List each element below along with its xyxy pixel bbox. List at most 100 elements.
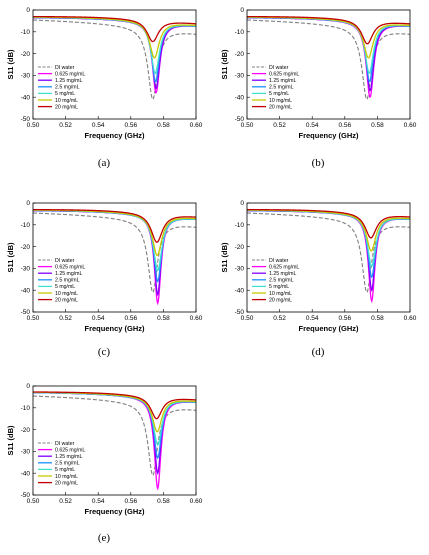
x-tick-label: 0.52 (59, 315, 72, 322)
legend-label-6: 10 mg/mL (55, 98, 78, 104)
y-tick-label-min: -50 (21, 492, 31, 499)
x-tick-label: 0.52 (59, 498, 72, 505)
series-line-1 (32, 395, 197, 477)
x-axis-label: Frequency (GHz) (298, 324, 359, 333)
legend-label-3: 1.25 mg/mL (55, 78, 83, 84)
plot-frame (246, 202, 411, 313)
chart-panel-2: 0 -10 -20 -30 -40 -500.50 0.52 0.54 0.56 0.58 0.60… (220, 7, 417, 169)
y-tick-label: -30 (235, 73, 245, 80)
legend-label-1: DI water (55, 441, 75, 447)
x-axis-label: Frequency (GHz) (84, 324, 145, 333)
legend-label-3: 1.25 mg/mL (55, 271, 83, 277)
plot-frame (32, 202, 197, 313)
y-tick-label: -30 (235, 266, 245, 273)
legend-label-6: 10 mg/mL (55, 474, 78, 480)
x-tick-label: 0.58 (157, 498, 170, 505)
y-tick-label: -40 (235, 94, 245, 101)
y-tick-label: 0 (240, 7, 244, 14)
panel-caption: (d) (312, 346, 325, 358)
y-axis-label: S11 (dB) (6, 425, 15, 456)
panel-caption: (b) (312, 157, 325, 169)
legend-label-1: DI water (269, 258, 289, 264)
y-tick-label: 0 (26, 383, 30, 390)
y-tick-label: -20 (235, 244, 245, 251)
x-tick-label: 0.60 (190, 315, 203, 322)
x-tick-label: 0.58 (157, 122, 170, 129)
legend-label-6: 10 mg/mL (269, 291, 292, 297)
y-axis-label: S11 (dB) (6, 242, 15, 273)
legend-label-6: 10 mg/mL (55, 291, 78, 297)
legend-label-1: DI water (269, 65, 289, 71)
x-axis-label: Frequency (GHz) (84, 507, 145, 516)
series-line-7 (33, 391, 197, 420)
series-line-1 (32, 212, 197, 294)
x-tick-label: 0.60 (404, 315, 417, 322)
legend-label-2: 0.625 mg/mL (55, 71, 85, 77)
x-tick-label: 0.54 (306, 122, 319, 129)
y-tick-label: -40 (21, 94, 31, 101)
x-tick-label: 0.56 (338, 122, 351, 129)
y-tick-label: -20 (235, 51, 245, 58)
y-tick-label: -10 (21, 222, 31, 229)
x-tick-label: 0.56 (124, 122, 137, 129)
y-tick-label: -40 (21, 470, 31, 477)
x-tick-label: 0.60 (404, 122, 417, 129)
x-tick-label: 0.52 (59, 122, 72, 129)
series-line-1 (246, 19, 411, 101)
y-tick-label: 0 (26, 200, 30, 207)
y-axis-label: S11 (dB) (220, 49, 229, 80)
y-tick-label: 0 (240, 200, 244, 207)
chart-panel-4: 0 -10 -20 -30 -40 -500.50 0.52 0.54 0.56 0.58 0.60… (220, 200, 417, 358)
legend-label-4: 2.5 mg/mL (55, 278, 80, 284)
y-tick-label: -10 (235, 29, 245, 36)
series-line-6 (32, 209, 197, 257)
legend-label-4: 2.5 mg/mL (55, 85, 80, 91)
series-line-7 (247, 208, 411, 239)
series-line-6 (247, 16, 411, 59)
chart-panel-1: 0 -10 -20 -30 -40 -500.50 0.52 0.54 0.56 0.58 0.60… (6, 7, 203, 169)
panel-caption: (a) (98, 157, 111, 169)
legend-label-4: 2.5 mg/mL (55, 461, 80, 467)
legend-label-1: DI water (55, 65, 75, 71)
y-tick-label: -30 (21, 266, 31, 273)
x-tick-label: 0.56 (124, 315, 137, 322)
panel-caption: (c) (98, 346, 111, 358)
series-line-6 (246, 209, 411, 252)
x-tick-label: 0.58 (157, 315, 170, 322)
x-tick-label: 0.60 (190, 122, 203, 129)
series-line-7 (247, 15, 411, 45)
y-tick-label: -10 (21, 405, 31, 412)
x-tick-label: 0.60 (190, 498, 203, 505)
legend-label-2: 0.625 mg/mL (55, 264, 85, 270)
legend-label-5: 5 mg/mL (269, 91, 289, 97)
x-tick-label: 0.54 (306, 315, 319, 322)
x-axis-label: Frequency (GHz) (84, 131, 145, 140)
plot-frame (32, 385, 197, 496)
series-line-1 (246, 212, 411, 294)
legend-label-3: 1.25 mg/mL (269, 271, 297, 277)
legend-label-7: 20 mg/mL (269, 297, 292, 303)
legend-label-6: 10 mg/mL (269, 98, 292, 104)
y-tick-label: -10 (235, 222, 245, 229)
legend-label-5: 5 mg/mL (269, 284, 289, 290)
plot-frame (32, 9, 197, 120)
series-line-7 (33, 208, 197, 243)
y-axis-label: S11 (dB) (220, 242, 229, 273)
panel-caption: (e) (98, 532, 111, 544)
legend-label-5: 5 mg/mL (55, 91, 75, 97)
x-tick-label: 0.58 (371, 122, 384, 129)
legend-label-2: 0.625 mg/mL (269, 71, 299, 77)
legend-label-5: 5 mg/mL (55, 284, 75, 290)
y-tick-label: -20 (21, 244, 31, 251)
chart-panel-5: 0 -10 -20 -30 -40 -500.50 0.52 0.54 0.56 0.58 0.60… (6, 383, 203, 544)
legend-label-3: 1.25 mg/mL (55, 454, 83, 460)
x-tick-label: 0.50 (27, 315, 40, 322)
x-tick-label: 0.52 (273, 122, 286, 129)
x-tick-label: 0.50 (27, 122, 40, 129)
x-tick-label: 0.56 (338, 315, 351, 322)
plot-frame (246, 9, 411, 120)
y-tick-label: -20 (21, 427, 31, 434)
series-line-1 (32, 19, 197, 101)
legend-label-7: 20 mg/mL (55, 104, 78, 110)
